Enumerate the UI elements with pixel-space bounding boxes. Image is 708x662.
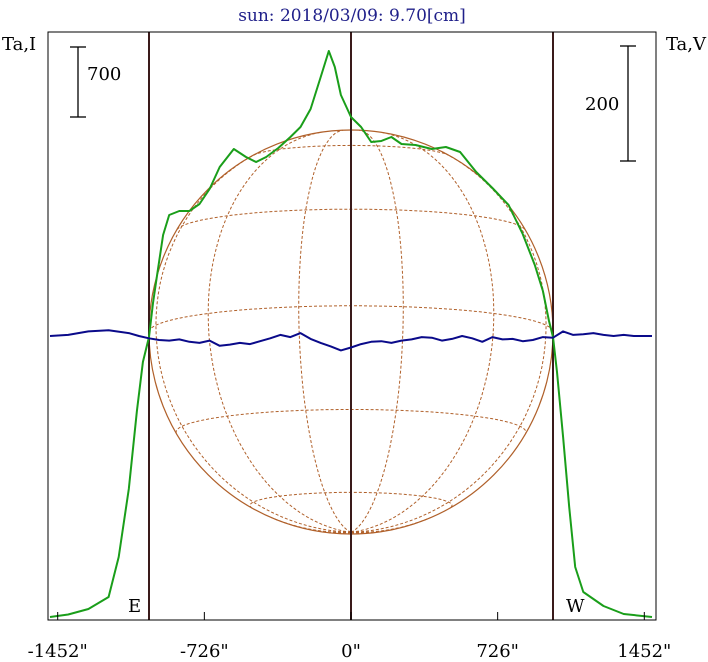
scale-bars: [70, 45, 636, 162]
longitude-line: [350, 129, 404, 533]
left-axis-label: Ta,I: [2, 34, 36, 55]
longitude-line: [350, 531, 374, 534]
polarization-curve: [49, 329, 652, 352]
latitude-line: [253, 144, 449, 156]
intensity-curve: [49, 50, 653, 618]
longitude-line: [155, 150, 352, 533]
x-tick-label: 1452": [617, 641, 671, 662]
longitude-line: [298, 129, 352, 533]
x-axis: -1452" -726" 0" 726" 1452": [28, 612, 671, 662]
longitude-line: [328, 531, 352, 534]
x-tick-label: -726": [180, 641, 229, 662]
east-limb-label: E: [128, 596, 141, 617]
x-tick-label: -1452": [28, 641, 88, 662]
x-tick-label: 726": [476, 641, 519, 662]
plot-frame: [47, 31, 657, 621]
right-axis-label: Ta,V: [666, 34, 707, 55]
curves: [49, 50, 653, 618]
west-limb-label: W: [566, 596, 585, 617]
longitude-line: [350, 150, 547, 533]
chart-title: sun: 2018/03/09: 9.70[cm]: [238, 6, 466, 26]
limb-center-lines: [148, 32, 554, 620]
left-scale-bar-label: 700: [87, 64, 121, 85]
longitude-line: [350, 131, 495, 533]
x-tick-label: 0": [341, 641, 361, 662]
longitude-line: [207, 131, 352, 533]
right-scale-bar-label: 200: [585, 94, 619, 115]
